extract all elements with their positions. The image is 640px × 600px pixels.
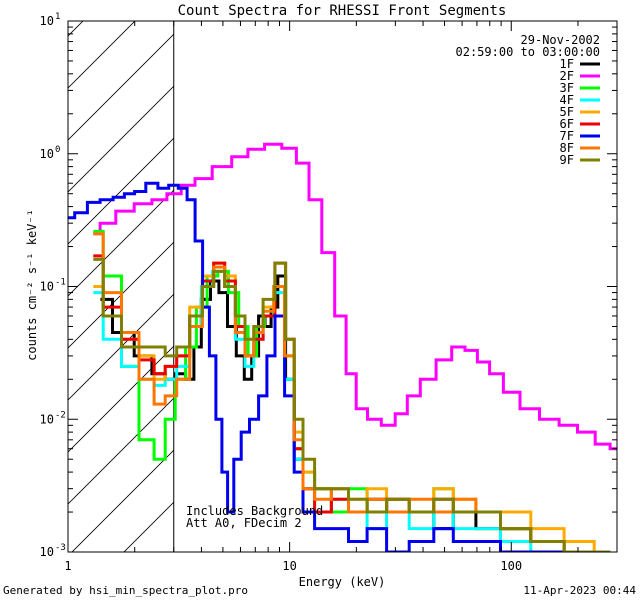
legend-label-7F: 7F (560, 129, 574, 143)
series-7F (68, 181, 611, 552)
legend-label-5F: 5F (560, 105, 574, 119)
legend-label-4F: 4F (560, 93, 574, 107)
y-tick-label: 10 (40, 412, 54, 426)
x-tick-label: 10 (282, 559, 296, 573)
y-tick-label-exponent: -1 (55, 278, 66, 288)
x-tick-label: 1 (64, 559, 71, 573)
timestamp: 11-Apr-2023 00:44 (523, 584, 636, 597)
legend-label-2F: 2F (560, 69, 574, 83)
y-tick-label: 10 (40, 545, 54, 559)
y-tick-label: 10 (40, 147, 54, 161)
series-9F (93, 257, 611, 552)
generator-note: Generated by hsi_min_spectra_plot.pro (3, 584, 248, 597)
legend-label-9F: 9F (560, 153, 574, 167)
annotation-background: Includes Background (186, 504, 323, 518)
y-tick-label: 10 (40, 280, 54, 294)
time-range-label: 02:59:00 to 03:00:00 (456, 45, 601, 59)
legend-label-3F: 3F (560, 81, 574, 95)
date-label: 29-Nov-2002 (521, 33, 600, 47)
y-tick-label: 10 (40, 14, 54, 28)
series-2F (93, 142, 617, 451)
y-axis-label: counts cm⁻² s⁻¹ keV⁻¹ (25, 209, 39, 361)
annotation-attenuator: Att A0, FDecim 2 (186, 516, 302, 530)
series-layer (68, 142, 617, 552)
y-tick-label-exponent: -3 (55, 543, 66, 553)
chart-title: Count Spectra for RHESSI Front Segments (178, 3, 507, 19)
legend-label-6F: 6F (560, 117, 574, 131)
y-tick-label-exponent: 0 (55, 145, 60, 155)
x-tick-label: 100 (500, 559, 522, 573)
legend-label-8F: 8F (560, 141, 574, 155)
y-tick-label-exponent: 1 (55, 12, 60, 22)
x-axis-label: Energy (keV) (299, 575, 386, 589)
y-tick-label-exponent: -2 (55, 410, 66, 420)
legend-label-1F: 1F (560, 57, 574, 71)
